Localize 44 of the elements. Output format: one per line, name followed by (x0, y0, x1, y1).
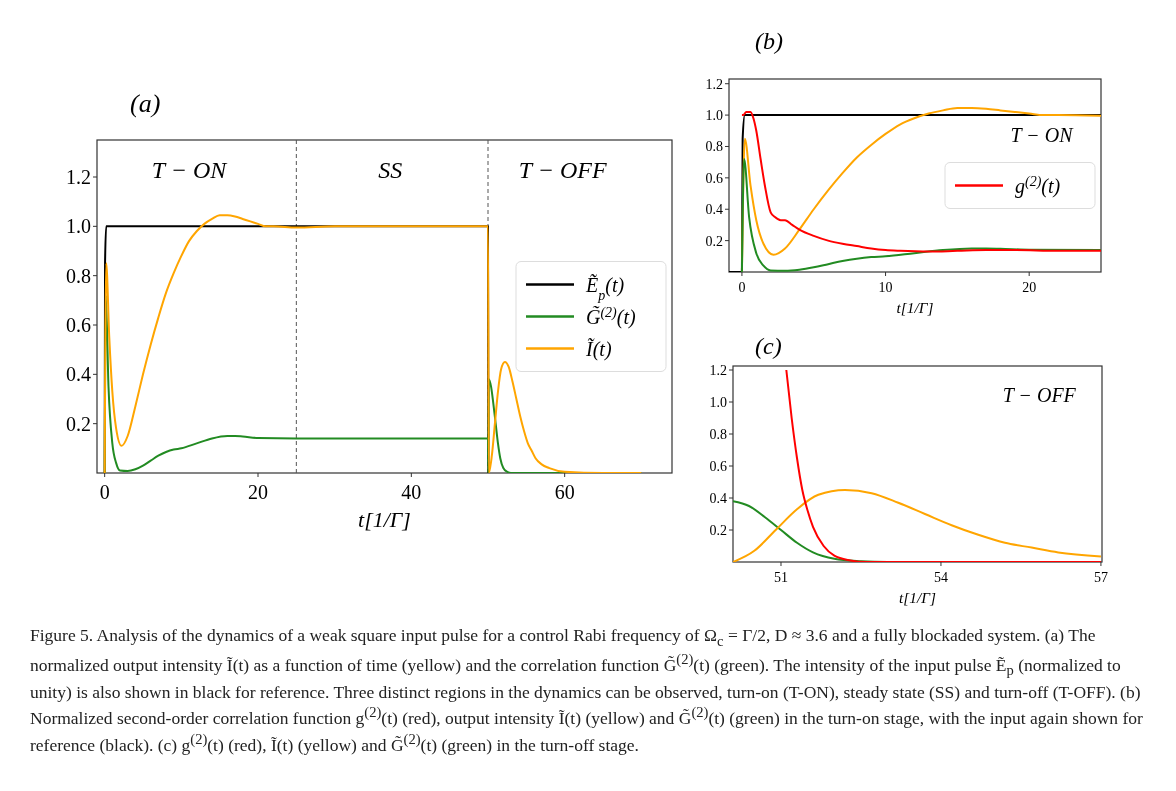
x-tick-label: 20 (248, 481, 268, 503)
chart-title: (b) (755, 28, 783, 54)
x-tick-label: 54 (933, 570, 948, 585)
y-tick-label: 1.0 (66, 215, 91, 238)
annotation: T − OFF (518, 157, 607, 184)
y-tick-label: 0.2 (66, 412, 91, 435)
text: Figure 5. Analysis of the dynamics of a weak square input pulse for a control Rabi frequency of Ω$_{c}$ = Γ/2, D ≈ 3.6 and a fully blockaded system. (a) The normalized output intensity Ĩ(t) as a function of time (yellow) and the correlation function G̃$^{(2)}$(t) (green). The intensity of the input pulse Ẽ$_{p}$ (normalized to unity) is also shown in black for reference. Three distinct regions in the dynamics can be observed, turn-on (T-ON), steady state (SS) and turn-off (T-OFF). (b) Normalized second-order correlation function g$^{(2)}$(t) (red), output intensity Ĩ(t) (yellow) and G̃$^{(2)}$(t) (green) in the turn-on stage, with the input again shown for reference (black). (c) g$^{(2)}$(t) (red), Ĩ(t) (yellow) and G̃$^{(2)}$(t) (green) in the turn-off stage. (30, 625, 1143, 755)
legend-label: Ĩ(t) (585, 336, 612, 361)
x-tick-label: 0 (738, 280, 746, 295)
y-tick-label: 0.6 (709, 458, 727, 474)
y-tick-label: 0.6 (66, 314, 91, 336)
y-tick-label: 1.0 (705, 107, 723, 123)
y-tick-label: 0.6 (705, 170, 723, 186)
x-axis-title: t[1/Γ] (899, 589, 936, 607)
x-tick-label: 51 (773, 570, 788, 585)
y-tick-label: 0.2 (709, 522, 727, 538)
y-tick-label: 1.2 (66, 166, 91, 188)
legend-label: g$^{(2)}$(t) (1015, 173, 1061, 198)
x-axis-title: t[1/Γ] (896, 299, 934, 317)
y-tick-label: 0.4 (66, 363, 91, 386)
annotation: SS (378, 157, 403, 184)
legend-label: G̃$^{(2)}$(t) (586, 304, 636, 329)
y-tick-label: 0.8 (705, 139, 723, 155)
x-tick-label: 20 (1022, 280, 1037, 295)
x-tick-label: 57 (1093, 570, 1108, 585)
y-tick-label: 0.8 (709, 426, 727, 442)
y-tick-label: 0.8 (66, 264, 91, 287)
x-tick-label: 60 (554, 481, 575, 503)
legend-label: Ẽ$_{p}$(t) (585, 272, 625, 302)
y-tick-label: 1.0 (709, 394, 727, 410)
x-axis-title: t[1/Γ] (358, 507, 411, 532)
y-tick-label: 1.2 (705, 76, 723, 92)
y-tick-label: 0.4 (709, 490, 727, 506)
y-tick-label: 0.4 (705, 202, 723, 218)
chart-title: (a) (130, 89, 161, 118)
x-tick-label: 40 (401, 481, 422, 503)
y-tick-label: 0.2 (705, 233, 723, 249)
x-tick-label: 0 (99, 481, 110, 503)
x-tick-label: 10 (878, 280, 893, 295)
y-tick-label: 1.2 (709, 362, 727, 378)
annotation: T − ON (1010, 123, 1075, 146)
annotation: T − OFF (1002, 384, 1077, 407)
annotation: T − ON (151, 157, 229, 184)
chart-title: (c) (755, 333, 782, 359)
